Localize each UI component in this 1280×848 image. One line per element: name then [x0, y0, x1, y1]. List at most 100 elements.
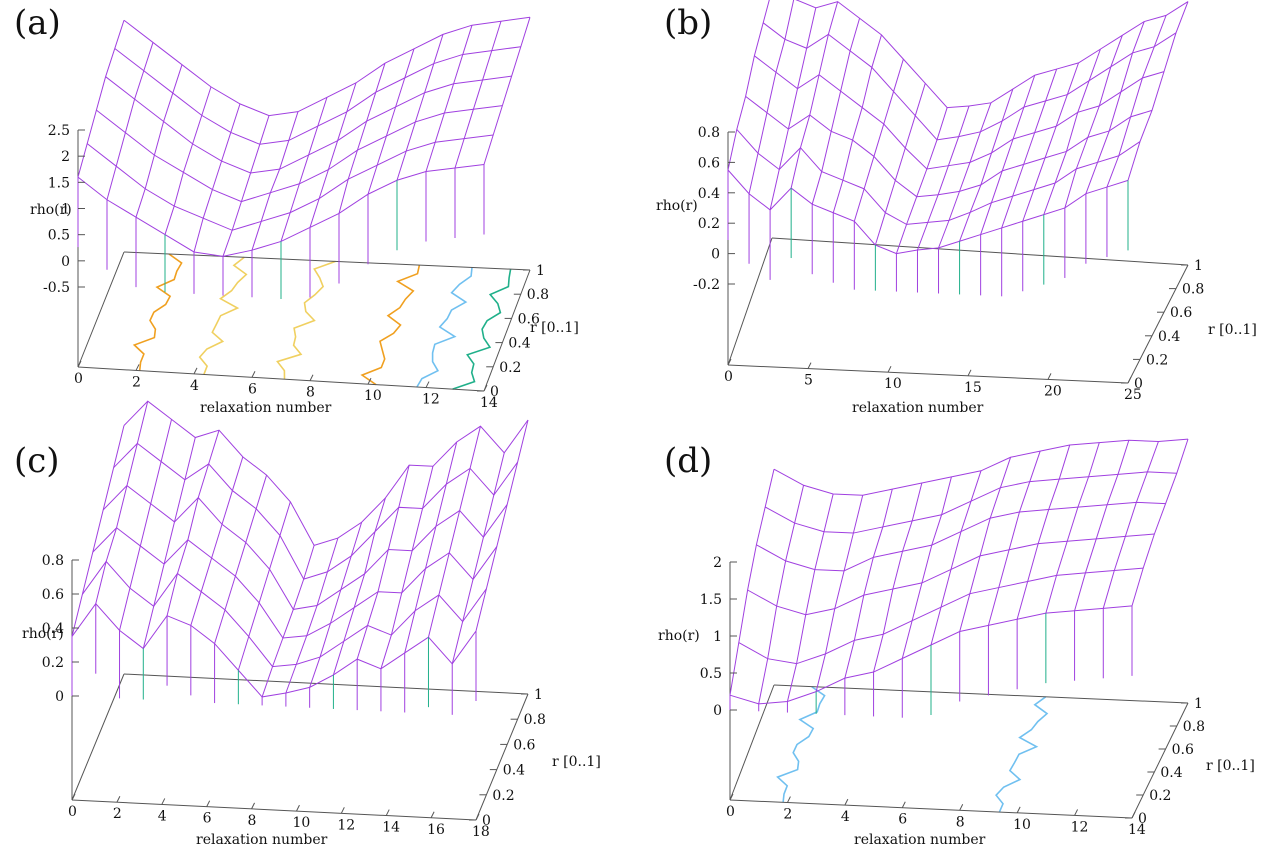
- surface-column-line: [280, 97, 328, 242]
- z-tick-label: 0.4: [42, 621, 64, 637]
- surface-column-line: [729, 469, 775, 696]
- r-tick-label: 0.8: [524, 712, 546, 728]
- x-tick-label: 8: [306, 385, 315, 401]
- x-tick-mark: [483, 384, 488, 392]
- x-tick-label: 18: [472, 824, 490, 840]
- surface-row-line: [762, 22, 1177, 141]
- surface-column-line: [1043, 48, 1101, 215]
- x-tick-mark: [295, 804, 300, 812]
- base-contour-line: [452, 268, 512, 390]
- surface-column-line: [396, 34, 444, 181]
- r-tick-label: 0.4: [503, 763, 525, 779]
- x-tick-mark: [309, 374, 314, 381]
- surface-column-line: [748, 0, 795, 194]
- x-tick-mark: [959, 804, 964, 811]
- surface-column-line: [404, 441, 458, 654]
- surface-column-line: [338, 63, 386, 214]
- surface-row-line: [727, 169, 1129, 255]
- r-tick-label: 0.6: [1170, 305, 1192, 321]
- x-tick-mark: [116, 795, 121, 803]
- surface-column-line: [917, 105, 970, 251]
- panel-b-ticks: 0 5 10 15 20 2500.20.40.60.81-0.200.20.40.60.…: [693, 125, 1204, 403]
- left-depth-line: [77, 251, 125, 368]
- x-tick-label: 0: [74, 371, 83, 387]
- panel-b-z-axis-title: rho(r): [656, 198, 698, 214]
- surface-column-line: [222, 115, 270, 257]
- left-depth-line: [729, 684, 775, 801]
- surface-column-line: [356, 464, 410, 660]
- x-tick-label: 4: [841, 809, 850, 825]
- z-tick-label: 0: [711, 247, 720, 263]
- z-tick-label: 0: [713, 703, 722, 719]
- surface-column-line: [980, 75, 1036, 235]
- panel-c-letter: (c): [14, 441, 60, 481]
- z-tick-label: 0: [55, 689, 64, 705]
- z-tick-label: 0.8: [698, 125, 720, 141]
- surface-column-line: [193, 103, 241, 253]
- r-axis-line: [483, 269, 531, 392]
- surface-column-line: [483, 17, 531, 165]
- x-tick-label: 4: [158, 808, 167, 824]
- r-tick-label: 0.4: [1160, 765, 1182, 781]
- panel-d-base-contours: [776, 685, 1049, 813]
- x-tick-mark: [1127, 376, 1132, 384]
- base-contour-line: [198, 256, 248, 375]
- r-tick-label: 1: [534, 687, 543, 703]
- surface-column-line: [475, 419, 529, 632]
- surface-row-line: [114, 46, 521, 145]
- panel-b-axes: [727, 132, 1189, 384]
- surface-row-line: [123, 16, 531, 117]
- z-tick-label: 2.5: [48, 123, 70, 139]
- z-tick-label: 1: [713, 629, 722, 645]
- panel-c-ticks: 0 2 4 6 8 10 12 14 16 1800.20.40.60.8100.20.40.60…: [42, 553, 546, 840]
- surface-column-line: [790, 1, 839, 189]
- surface-column-line: [959, 88, 1014, 242]
- surface-row-line: [81, 560, 487, 668]
- base-contour-line: [995, 696, 1049, 813]
- surface-row-line: [86, 134, 494, 231]
- surface-column-line: [901, 476, 952, 659]
- x-tick-mark: [367, 377, 372, 385]
- surface-column-line: [425, 25, 473, 172]
- surface-column-line: [874, 83, 926, 246]
- surface-row-line: [102, 484, 508, 610]
- z-tick-label: -0.2: [693, 277, 720, 293]
- x-tick-label: 6: [203, 811, 212, 827]
- surface-row-line: [96, 105, 503, 203]
- x-tick-mark: [385, 809, 390, 816]
- base-contour-line: [276, 260, 336, 380]
- r-tick-label: 0: [482, 813, 491, 829]
- surface-column-line: [237, 501, 291, 671]
- surface-column-line: [873, 482, 923, 673]
- r-tick-label: 0: [1138, 811, 1147, 827]
- surface-column-line: [106, 42, 154, 200]
- x-tick-label: 16: [427, 822, 445, 838]
- x-tick-mark: [475, 813, 480, 821]
- x-axis-line: [71, 799, 477, 821]
- surface-column-line: [815, 495, 864, 692]
- x-tick-label: 14: [1128, 822, 1146, 838]
- surface-row-line: [773, 438, 1189, 496]
- x-tick-mark: [887, 365, 892, 373]
- x-tick-mark: [967, 369, 972, 377]
- z-tick-label: 1.5: [700, 592, 722, 608]
- surface-column-line: [261, 545, 315, 698]
- x-tick-mark: [786, 796, 791, 803]
- r-tick-label: 0.2: [1146, 352, 1168, 368]
- r-tick-label: 0.2: [1149, 788, 1171, 804]
- surface-column-line: [427, 426, 481, 638]
- surface-row-line: [795, 0, 1189, 109]
- x-tick-mark: [425, 381, 430, 388]
- surface-row-line: [745, 96, 1153, 198]
- base-contour-line: [776, 685, 826, 803]
- z-tick-label: -0.5: [43, 280, 70, 296]
- panel-c-z-axis-title: rho(r): [22, 626, 64, 642]
- x-tick-mark: [901, 801, 906, 808]
- surface-column-line: [1102, 441, 1159, 609]
- panel-a-letter: (a): [14, 3, 61, 43]
- surface-row-line: [754, 55, 1165, 170]
- x-tick-mark: [206, 800, 211, 807]
- surface-column-line: [1022, 62, 1079, 222]
- x-tick-label: 10: [364, 388, 382, 404]
- r-axis-line: [1131, 702, 1189, 819]
